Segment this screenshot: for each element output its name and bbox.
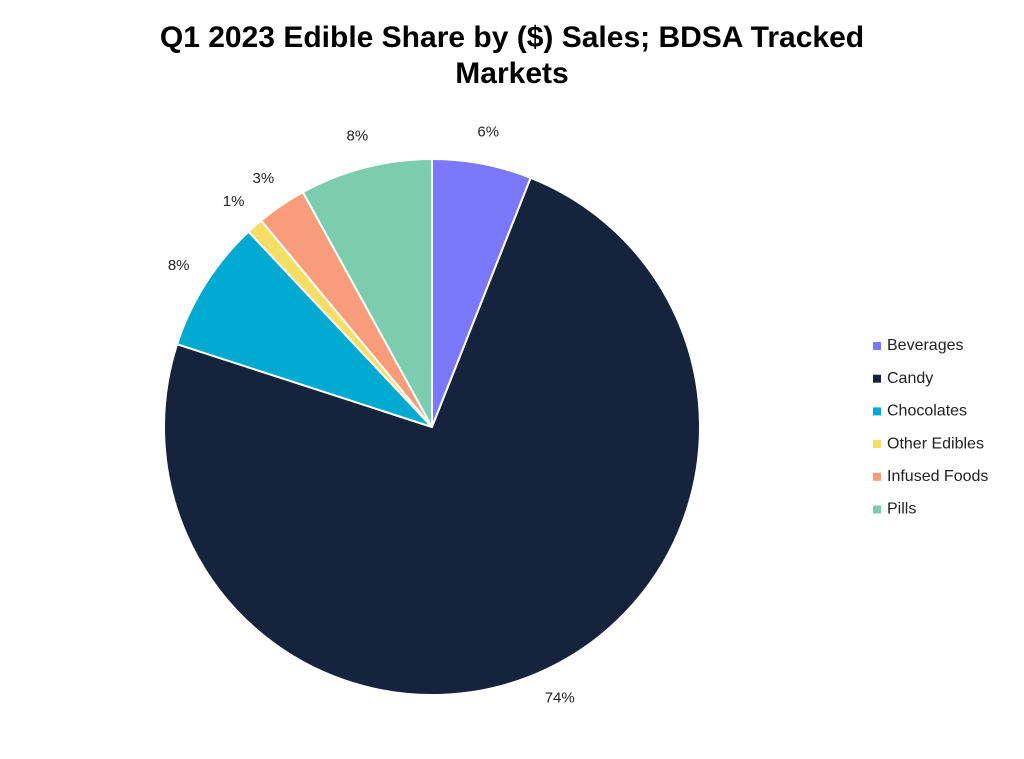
data-label: 3% xyxy=(253,170,275,187)
legend-label: Beverages xyxy=(887,337,964,354)
pie-slice xyxy=(175,230,433,428)
legend-swatch xyxy=(873,472,881,481)
pie-slice xyxy=(163,176,701,696)
data-label: 8% xyxy=(347,127,369,144)
pie-slice xyxy=(301,157,433,428)
legend-swatch xyxy=(873,374,881,383)
legend-label: Candy xyxy=(887,370,933,387)
data-label: 6% xyxy=(477,123,499,140)
legend-label: Other Edibles xyxy=(887,435,984,452)
data-label: 8% xyxy=(168,257,190,274)
data-label: 1% xyxy=(223,193,245,210)
legend-label: Chocolates xyxy=(887,403,967,420)
legend-swatch xyxy=(873,342,881,350)
legend-swatch xyxy=(873,505,881,514)
legend-swatch xyxy=(873,407,881,416)
legend-swatch xyxy=(873,440,881,449)
data-label: 74% xyxy=(545,689,575,706)
chart-title: Q1 2023 Edible Share by ($) Sales; BDSA … xyxy=(159,21,865,90)
legend-label: Pills xyxy=(887,501,916,518)
legend-label: Infused Foods xyxy=(887,468,988,485)
